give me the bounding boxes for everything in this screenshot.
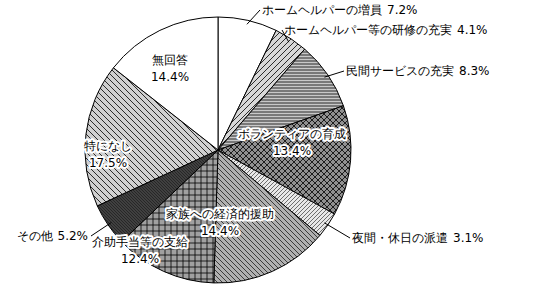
label-value: 12.4% <box>121 252 159 266</box>
label-value: 3.1% <box>453 231 484 245</box>
slice-label: ホームヘルパー等の研修の充実 4.1% <box>284 23 488 37</box>
slices <box>85 17 351 283</box>
label-name: 家族への経済的援助 <box>166 207 274 221</box>
label-name: 民間サービスの充実 <box>346 64 454 78</box>
slice-label: 夜間・休日の派遣 3.1% <box>352 231 484 245</box>
label-value: 5.2% <box>58 229 89 243</box>
label-name: 特になし <box>84 139 132 153</box>
label-value: 13.4% <box>273 144 311 158</box>
label-name: その他 <box>17 229 53 243</box>
chart-container: ホームヘルパーの増員 7.2% ホームヘルパー等の研修の充実 4.1% 民間サービスの充… <box>0 0 547 302</box>
leader-line <box>324 71 344 77</box>
leader-line <box>91 223 111 236</box>
label-name: ホームヘルパーの増員 <box>262 3 382 17</box>
label-value: 8.3% <box>459 64 490 78</box>
labels: ホームヘルパーの増員 7.2% ホームヘルパー等の研修の充実 4.1% 民間サービスの充… <box>17 3 490 266</box>
label-name: 夜間・休日の派遣 <box>352 231 448 245</box>
label-name: ホームヘルパー等の研修の充実 <box>284 23 452 37</box>
slice-label: その他 5.2% <box>17 229 89 243</box>
label-value: 7.2% <box>387 3 418 17</box>
slice-label: ホームヘルパーの増員 7.2% <box>262 3 418 17</box>
slice-group <box>113 17 218 150</box>
label-value: 17.5% <box>89 156 127 170</box>
slice-label: 民間サービスの充実 8.3% <box>346 64 490 78</box>
pie-chart: ホームヘルパーの増員 7.2% ホームヘルパー等の研修の充実 4.1% 民間サービスの充… <box>0 0 547 302</box>
slice <box>113 17 218 150</box>
leader-line <box>247 10 260 24</box>
label-value: 14.4% <box>151 70 189 84</box>
label-value: 14.4% <box>201 224 239 238</box>
leader-line <box>324 223 350 238</box>
label-name: ボランティアの育成 <box>238 127 346 141</box>
label-name: 介助手当等の支給 <box>92 235 188 249</box>
label-name: 無回答 <box>152 53 188 67</box>
label-value: 4.1% <box>457 23 488 37</box>
